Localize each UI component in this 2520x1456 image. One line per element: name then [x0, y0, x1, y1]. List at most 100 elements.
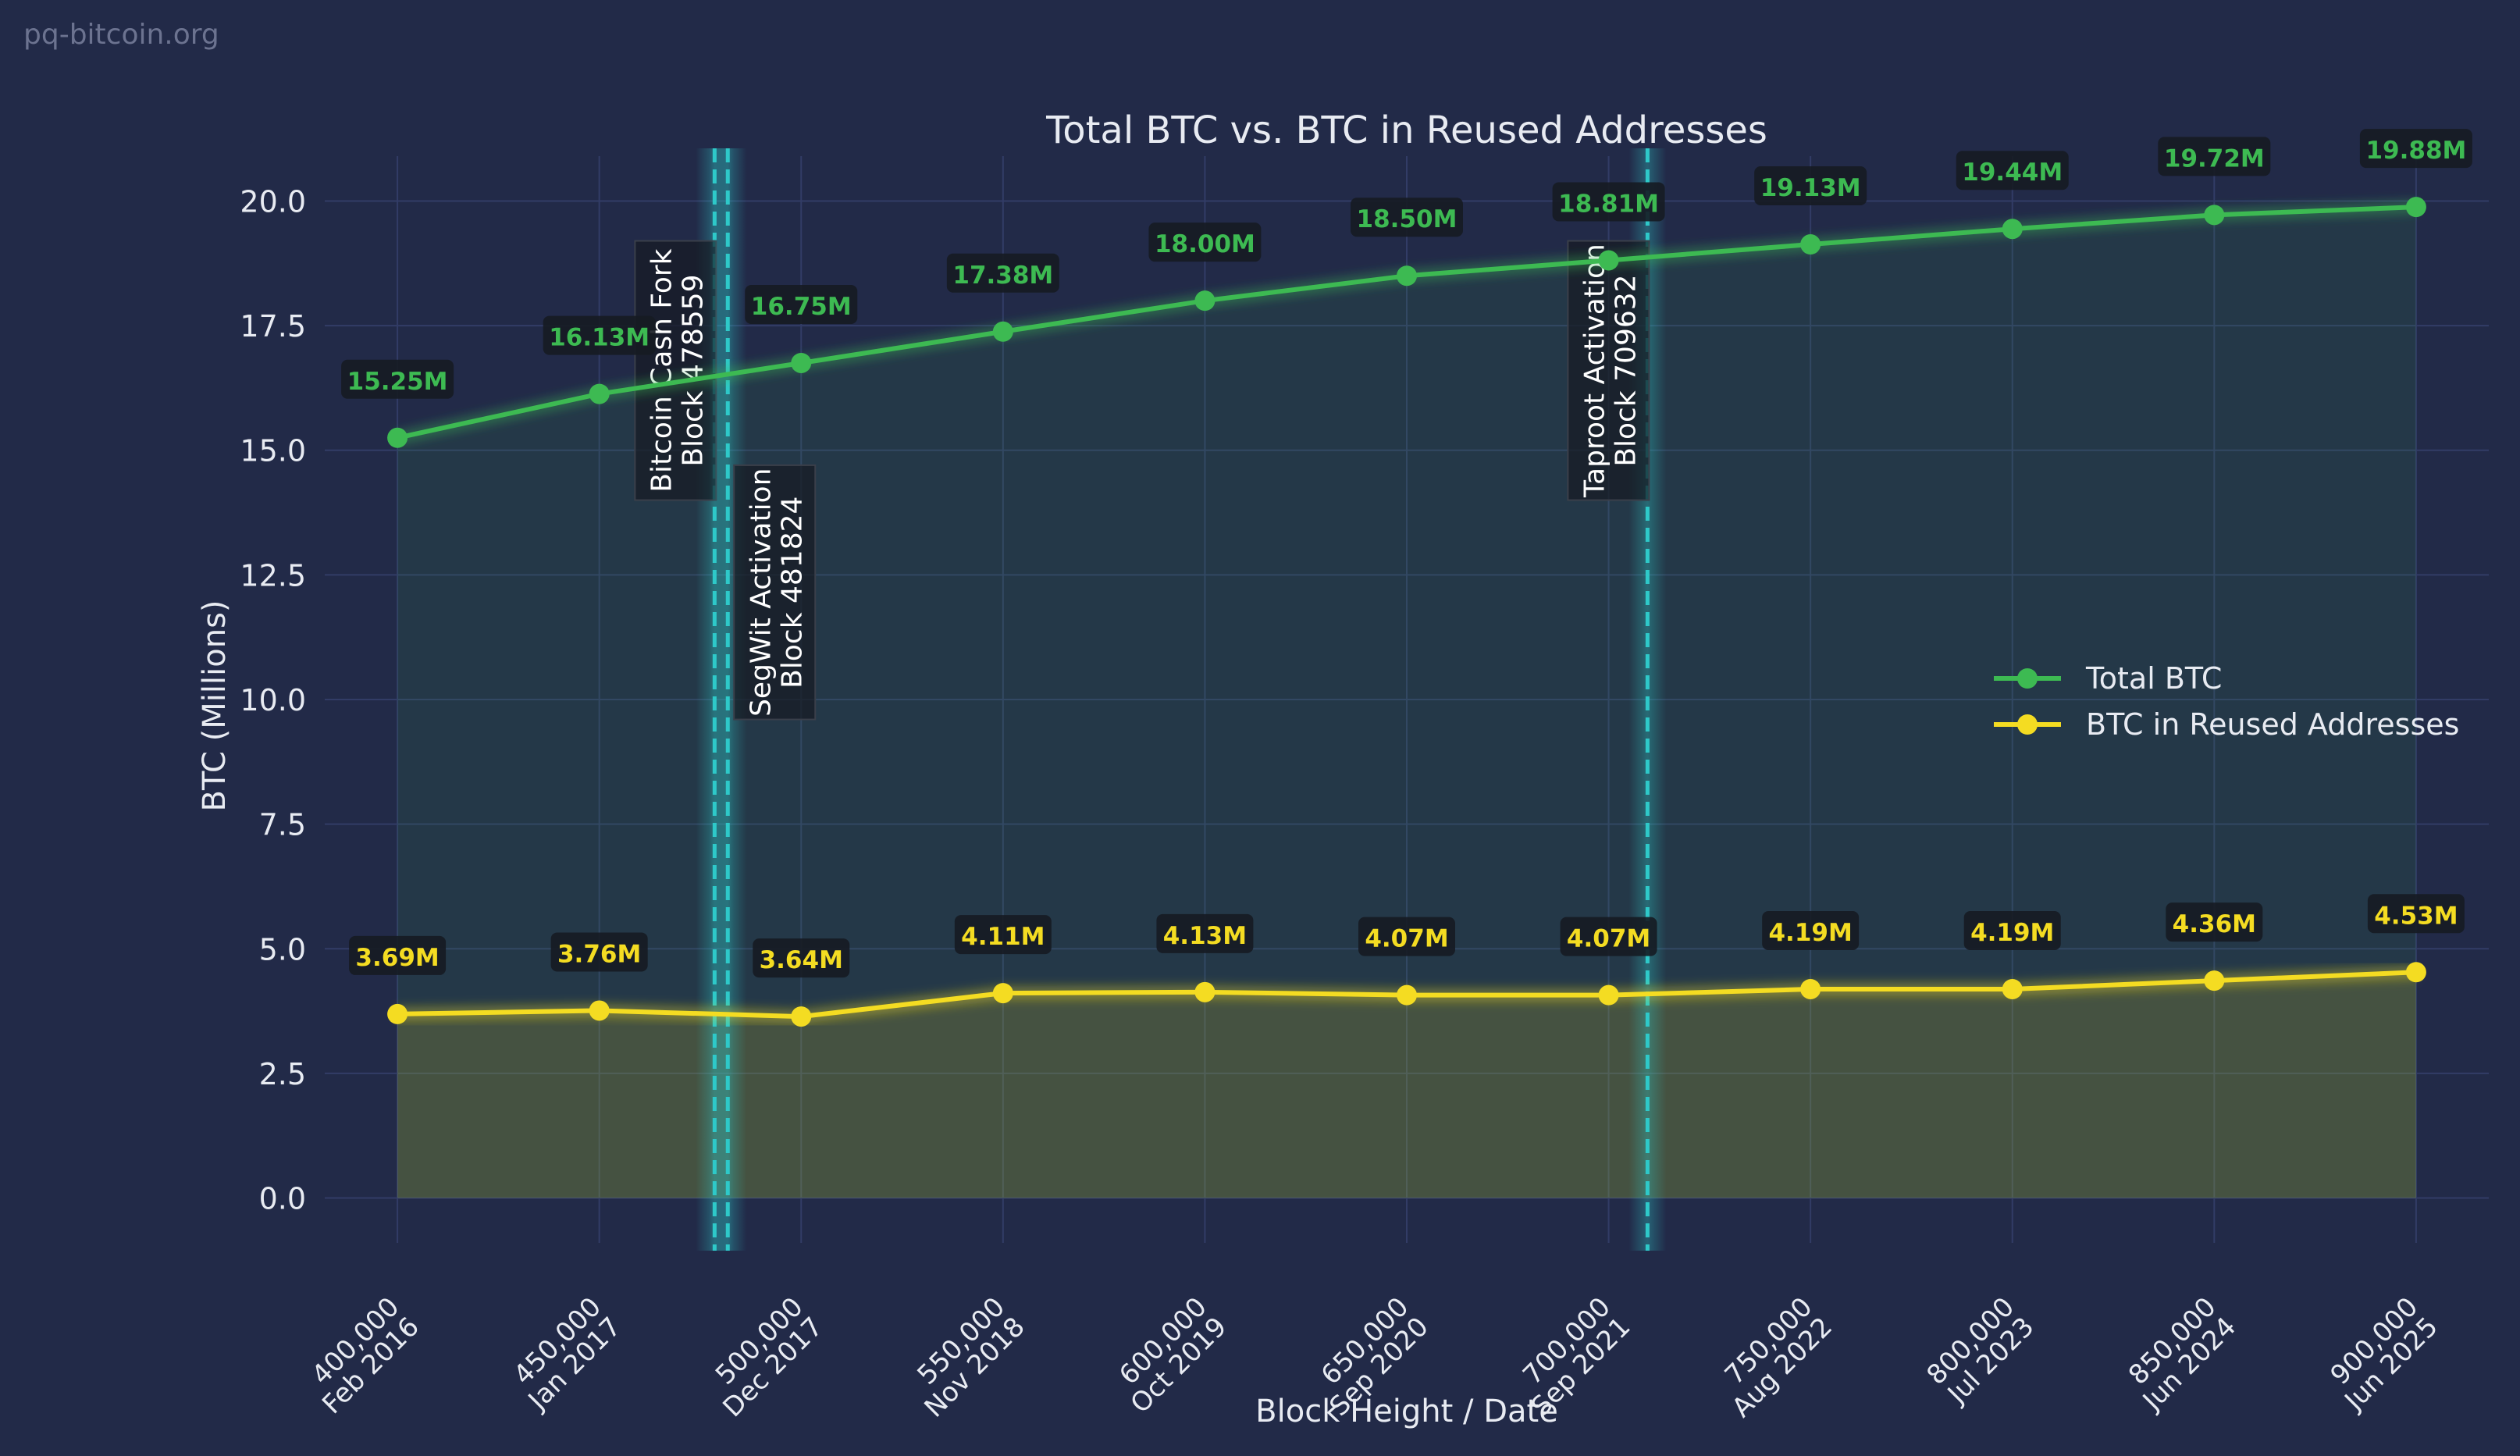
data-label-total: 17.38M	[952, 262, 1053, 290]
data-label-box	[2158, 137, 2271, 176]
data-label-box	[1963, 910, 2061, 950]
data-label-box	[1762, 910, 1860, 950]
data-points	[387, 197, 2426, 1027]
watermark: pq-bitcoin.org	[23, 19, 219, 51]
event-name: Bitcoin Cash Fork	[646, 248, 678, 492]
data-point-reused	[2405, 962, 2426, 983]
data-label-reused: 4.13M	[1163, 922, 1247, 950]
data-label-box	[1956, 151, 2069, 190]
data-label-box	[1358, 917, 1455, 956]
data-label-total: 16.75M	[751, 293, 852, 321]
data-point-total	[2405, 197, 2426, 218]
data-label-box	[349, 935, 447, 975]
data-label-box	[1552, 182, 1665, 222]
event-label-box	[733, 464, 817, 721]
data-point-reused	[589, 1000, 610, 1021]
event-label: Bitcoin Cash ForkBlock 478559	[646, 248, 709, 492]
chart-title: Total BTC vs. BTC in Reused Addresses	[1045, 109, 1767, 152]
data-label-total: 18.00M	[1155, 230, 1255, 258]
data-label-reused: 4.53M	[2374, 902, 2458, 930]
legend: Total BTC BTC in Reused Addresses	[1994, 661, 2459, 742]
data-label-reused: 4.19M	[1768, 919, 1852, 947]
data-label-box	[2359, 129, 2472, 169]
data-label-total: 18.81M	[1558, 190, 1659, 218]
data-label-reused: 4.07M	[1567, 925, 1650, 953]
x-tick-label: 900,000Jun 2025	[2318, 1291, 2444, 1418]
y-tick-label: 2.5	[259, 1057, 306, 1091]
data-point-total	[387, 427, 408, 448]
data-label-total: 15.25M	[347, 368, 448, 396]
data-label-total: 18.50M	[1357, 205, 1458, 233]
data-label-box	[1351, 198, 1463, 237]
y-tick-label: 20.0	[240, 184, 306, 219]
data-label-reused: 4.19M	[1970, 919, 2054, 947]
data-label-reused: 3.64M	[760, 946, 843, 974]
event-name: Taproot Activation	[1579, 244, 1611, 498]
legend-label-reused: BTC in Reused Addresses	[2086, 707, 2459, 742]
data-label-reused: 4.07M	[1365, 925, 1448, 953]
data-point-total	[1194, 290, 1216, 311]
data-label-box	[2367, 894, 2465, 934]
data-label-box	[550, 932, 648, 972]
x-tick-label: 400,000Feb 2016	[297, 1291, 425, 1420]
data-label-box	[745, 284, 858, 324]
data-label-box	[1156, 913, 1254, 953]
data-point-reused	[387, 1003, 408, 1024]
x-tick-label: 500,000Dec 2017	[697, 1291, 829, 1423]
event-block: Block 709632	[1610, 274, 1642, 466]
data-label-reused: 4.11M	[961, 923, 1045, 951]
data-labels: 15.25M 16.13M 16.75M 17.38M 18.00M 18.50M 18.8…	[341, 129, 2472, 978]
y-tick-label: 5.0	[259, 932, 306, 967]
data-point-reused	[1598, 984, 1619, 1006]
y-tick-label: 10.0	[240, 683, 306, 717]
data-label-reused: 4.36M	[2173, 910, 2256, 938]
x-tick-label: 750,000Aug 2022	[1706, 1291, 1838, 1424]
y-tick-label: 0.0	[259, 1182, 306, 1216]
event-markers: Bitcoin Cash ForkBlock 478559 SegWit Acti…	[634, 148, 1667, 1251]
y-tick-label: 12.5	[240, 558, 306, 593]
data-label-reused: 3.69M	[355, 944, 439, 972]
data-point-total	[992, 321, 1013, 342]
x-tick-label: 550,000Nov 2018	[899, 1291, 1030, 1423]
data-label-box	[543, 315, 656, 355]
y-axis-ticks: 0.0 2.5 5.0 7.5 10.0 12.5 15.0 17.5 20.0	[240, 184, 306, 1216]
data-label-box	[341, 359, 454, 399]
y-tick-label: 15.0	[240, 434, 306, 468]
data-point-total	[1598, 250, 1619, 271]
data-label-reused: 3.76M	[557, 940, 641, 968]
x-tick-label: 800,000Jul 2023	[1920, 1291, 2040, 1411]
area-fill-total	[397, 207, 2416, 1198]
data-label-box	[954, 915, 1052, 955]
data-point-reused	[791, 1006, 812, 1027]
x-tick-label: 850,000Jun 2024	[2116, 1291, 2243, 1418]
event-label: SegWit ActivationBlock 481824	[745, 468, 808, 716]
event-block: Block 478559	[677, 274, 709, 466]
area-fills	[397, 207, 2416, 1198]
event-label-box	[1567, 240, 1650, 501]
data-point-total	[1397, 265, 1417, 287]
data-point-reused	[1800, 978, 1821, 999]
data-point-reused	[1397, 984, 1417, 1006]
y-tick-label: 17.5	[240, 309, 306, 344]
data-point-reused	[2002, 978, 2023, 999]
y-tick-label: 7.5	[259, 808, 306, 842]
data-label-total: 19.44M	[1962, 158, 2063, 187]
data-point-total	[2002, 219, 2023, 240]
legend-marker-reused	[2017, 714, 2038, 735]
data-point-total	[589, 383, 610, 404]
area-fill-reused	[397, 972, 2416, 1198]
data-label-total: 16.13M	[549, 324, 650, 352]
event-name: SegWit Activation	[745, 468, 777, 716]
x-tick-label: 450,000Jan 2017	[501, 1291, 627, 1417]
event-label: Taproot ActivationBlock 709632	[1579, 244, 1642, 498]
data-label-box	[946, 253, 1059, 293]
legend-label-total: Total BTC	[2085, 661, 2222, 696]
data-label-box	[1560, 917, 1657, 956]
event-block: Block 481824	[776, 497, 808, 689]
data-label-box	[753, 938, 850, 978]
legend-marker-total	[2017, 668, 2038, 689]
data-label-box	[1148, 222, 1262, 262]
data-label-total: 19.88M	[2365, 137, 2466, 165]
data-label-box	[1754, 166, 1867, 206]
